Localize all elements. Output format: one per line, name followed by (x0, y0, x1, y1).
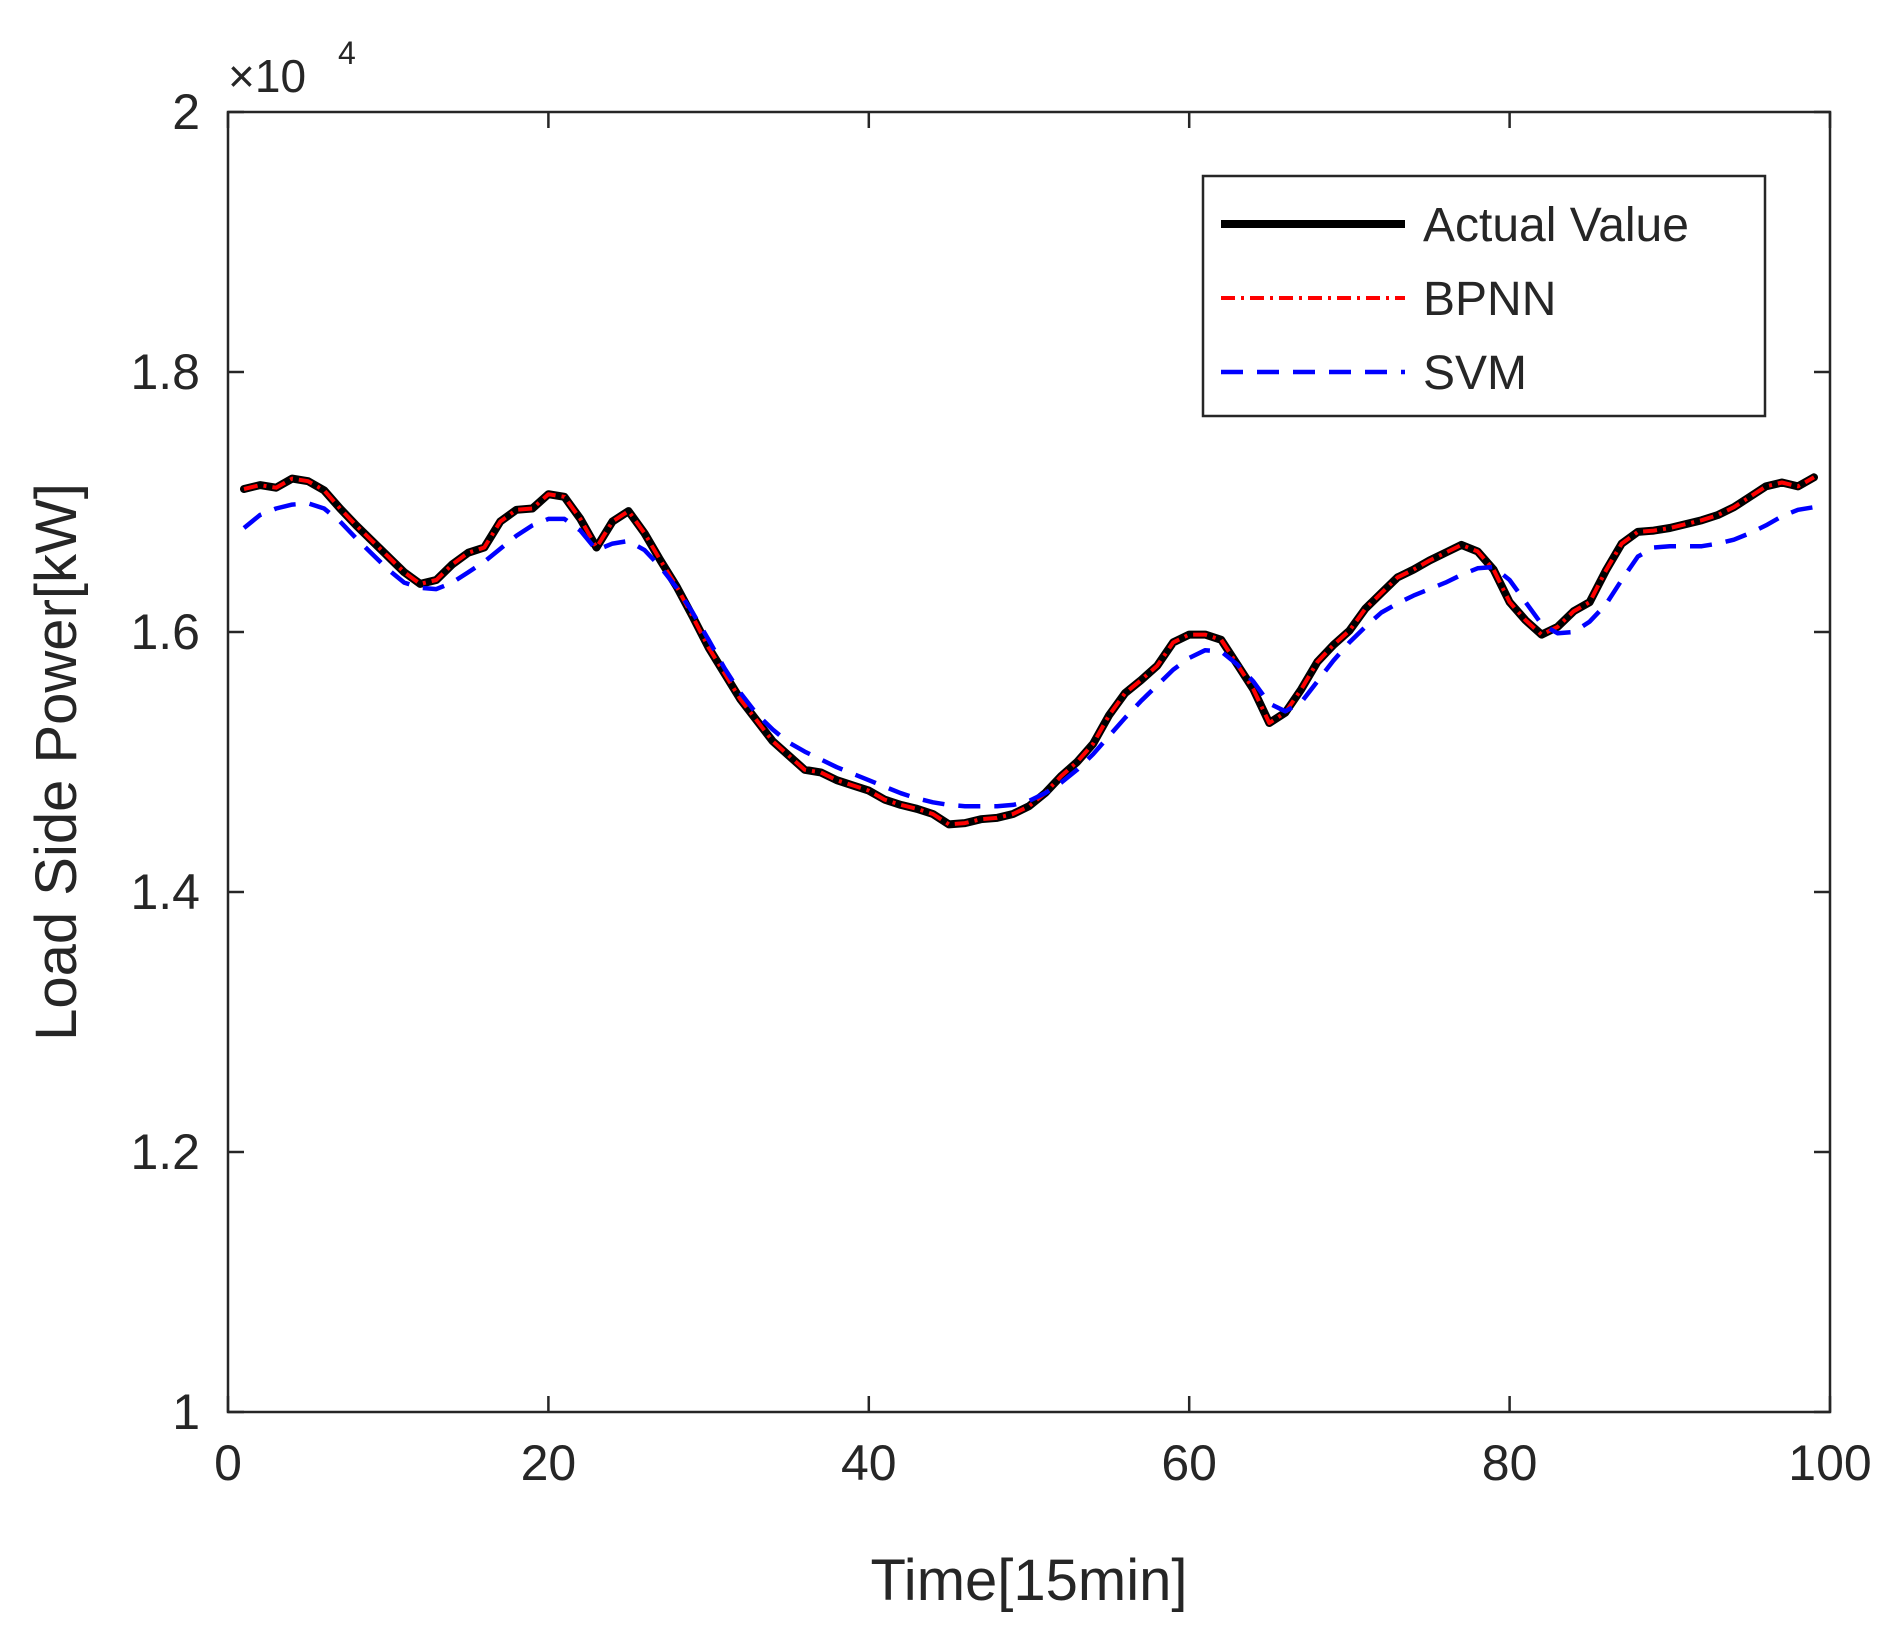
x-tick-label: 40 (841, 1435, 897, 1491)
y-tick-label: 2 (172, 84, 200, 140)
y-exponent-base: ×10 (228, 50, 306, 102)
x-tick-label: 100 (1788, 1435, 1871, 1491)
series-layer (240, 473, 1818, 829)
y-axis-exponent-label: ×10 4 (228, 35, 356, 102)
x-tick-label: 60 (1161, 1435, 1217, 1491)
y-axis-label: Load Side Power[kW] (24, 483, 89, 1041)
y-tick-label: 1.4 (130, 864, 200, 920)
legend: Actual Value BPNN SVM (1201, 174, 1767, 418)
x-tick-label: 20 (521, 1435, 577, 1491)
y-tick-label: 1.2 (130, 1124, 200, 1180)
y-tick-label: 1.8 (130, 344, 200, 400)
y-tick-label: 1.6 (130, 604, 200, 660)
x-axis-label: Time[15min] (871, 1548, 1188, 1613)
legend-label: BPNN (1423, 273, 1556, 326)
plot-frame (226, 110, 1832, 1414)
series-line-svm (242, 501, 1815, 809)
x-tick-label: 0 (214, 1435, 242, 1491)
y-exponent-power: 4 (338, 35, 356, 71)
legend-box (1201, 174, 1767, 418)
legend-label: SVM (1423, 347, 1527, 400)
tick-layer: 0 20 40 60 80 100 1 1.2 1.4 1.6 1.8 2 (130, 84, 1871, 1491)
y-tick-label: 1 (172, 1384, 200, 1440)
legend-label: Actual Value (1423, 199, 1689, 252)
x-tick-label: 80 (1482, 1435, 1538, 1491)
